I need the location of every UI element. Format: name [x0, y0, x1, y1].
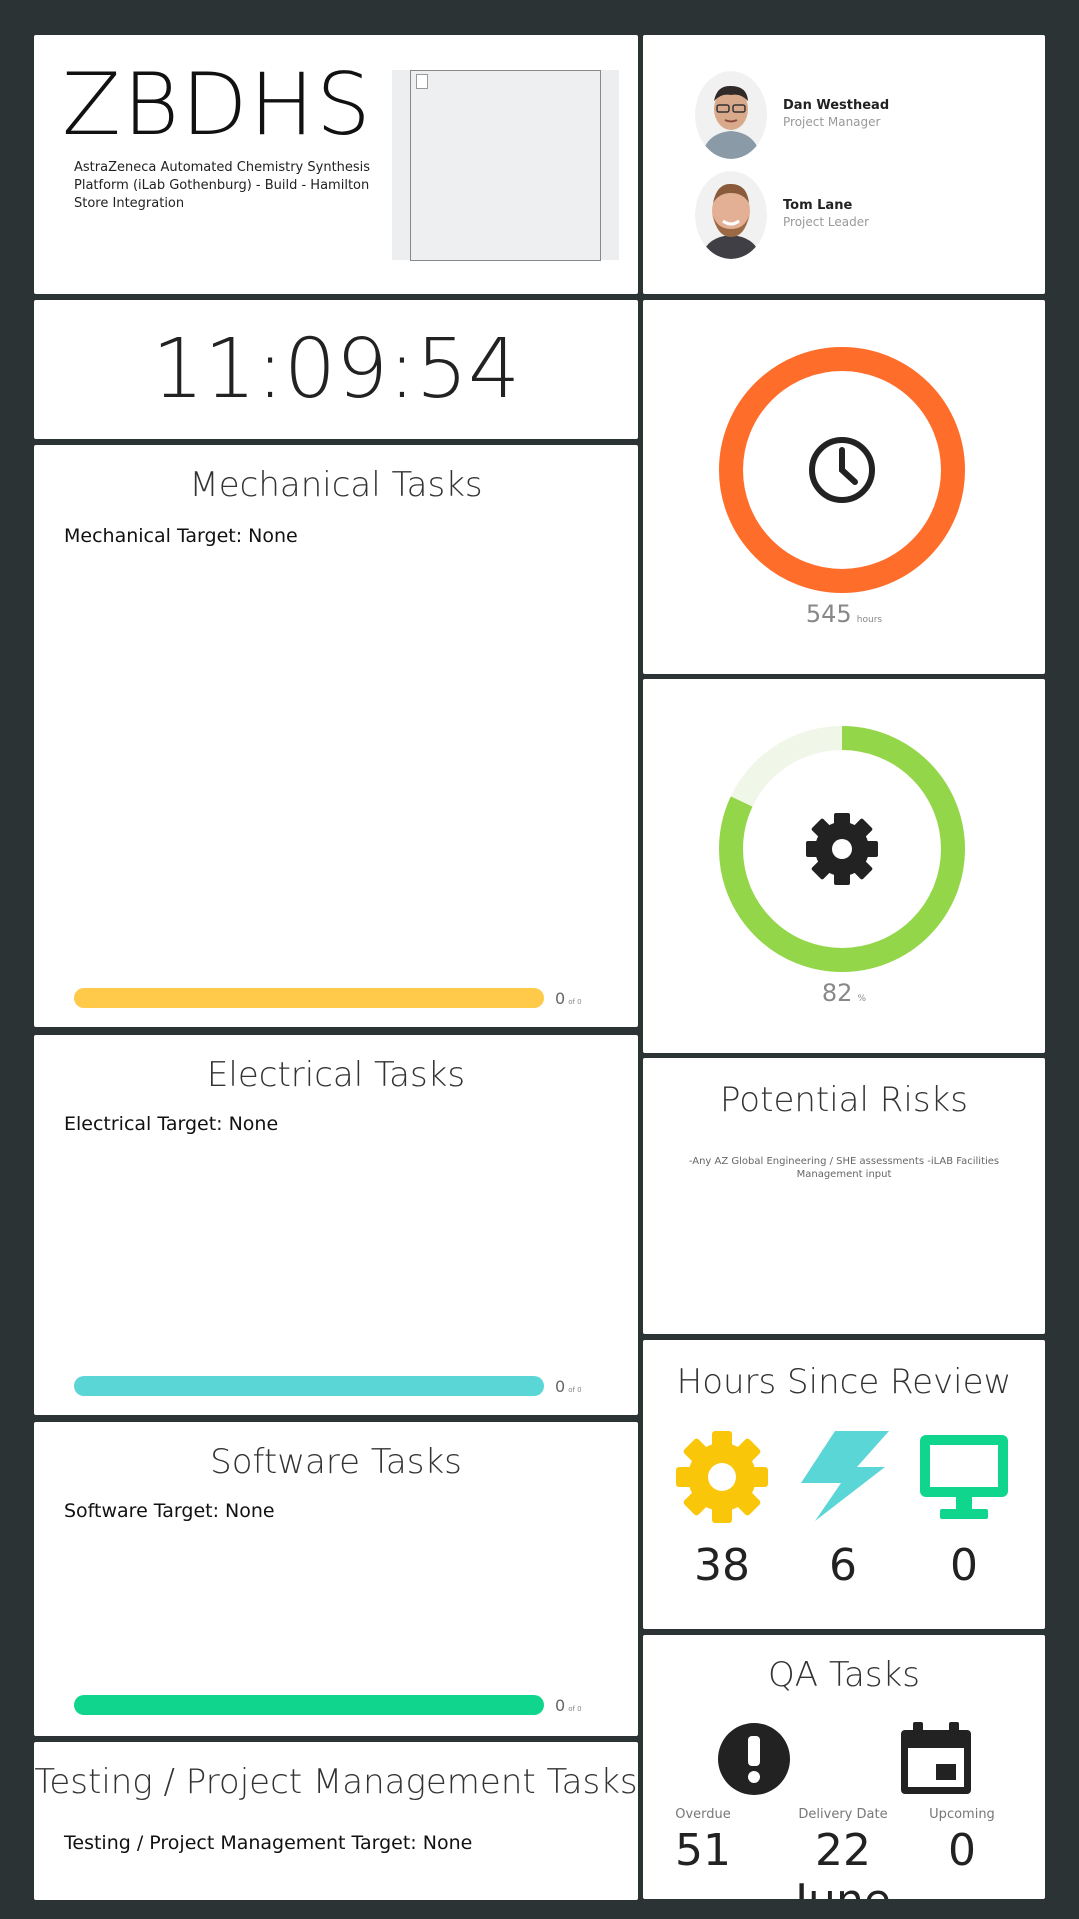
testing-title: Testing / Project Management Tasks	[34, 1762, 638, 1802]
testing-tasks-panel: Testing / Project Management Tasks Testi…	[34, 1742, 638, 1900]
qa-value-delivery-date: 22	[815, 1825, 871, 1876]
qa-value-upcoming: 0	[948, 1825, 976, 1876]
qa-label-upcoming: Upcoming	[929, 1807, 995, 1822]
mechanical-progress-bar	[74, 988, 544, 1008]
software-tasks-panel: Software Tasks Software Target: None 0 of…	[34, 1422, 638, 1736]
electrical-title: Electrical Tasks	[206, 1055, 466, 1095]
progress-value: 82	[821, 979, 853, 1007]
electrical-count-value: 0	[555, 1377, 566, 1396]
team-panel: Dan Westhead Project Manager Tom Lane Pr…	[643, 35, 1045, 294]
electrical-target: Electrical Target: None	[64, 1113, 279, 1135]
hsr-value-software: 0	[950, 1540, 978, 1591]
person-name-2: Tom Lane	[783, 198, 853, 213]
mechanical-count-of: of 0	[568, 998, 582, 1006]
hours-gauge-readout: 545 hours	[643, 600, 1045, 628]
risks-text: -Any AZ Global Engineering / SHE assessm…	[688, 1156, 1000, 1180]
hours-unit: hours	[856, 615, 883, 625]
hours-gauge-arc	[719, 347, 965, 593]
person-role-2: Project Leader	[783, 215, 870, 229]
software-title: Software Tasks	[210, 1442, 462, 1482]
gear-icon	[676, 1431, 768, 1523]
broken-image-frame	[410, 70, 601, 261]
mechanical-target: Mechanical Target: None	[64, 525, 298, 547]
mechanical-count: 0 of 0	[555, 989, 582, 1008]
progress-unit: %	[857, 994, 867, 1004]
hours-value: 545	[805, 600, 852, 628]
hours-gauge-panel: 545 hours	[643, 300, 1045, 674]
electrical-count-of: of 0	[568, 1386, 582, 1394]
software-count-value: 0	[555, 1696, 566, 1715]
electrical-progress-fill	[74, 1376, 544, 1396]
risks-panel: Potential Risks -Any AZ Global Engineeri…	[643, 1058, 1045, 1334]
clock-panel: 11:09:54	[34, 300, 638, 439]
hsr-value-electrical: 6	[829, 1540, 857, 1591]
electrical-tasks-panel: Electrical Tasks Electrical Target: None…	[34, 1035, 638, 1415]
risks-title: Potential Risks	[720, 1080, 968, 1120]
qa-label-overdue: Overdue	[675, 1807, 731, 1822]
avatar-tom-lane	[695, 171, 767, 259]
broken-image-icon	[416, 74, 428, 89]
hsr-value-mechanical: 38	[694, 1540, 750, 1591]
electrical-progress-bar	[74, 1376, 544, 1396]
testing-target: Testing / Project Management Target: Non…	[64, 1832, 473, 1854]
project-image-placeholder	[392, 70, 619, 261]
software-count: 0 of 0	[555, 1696, 582, 1715]
qa-label-delivery-date: Delivery Date	[798, 1807, 888, 1822]
electrical-count: 0 of 0	[555, 1377, 582, 1396]
progress-gauge-panel: 82 %	[643, 679, 1045, 1053]
monitor-icon	[920, 1435, 1008, 1519]
person-name-1: Dan Westhead	[783, 98, 890, 113]
software-target: Software Target: None	[64, 1500, 275, 1522]
calendar-icon	[901, 1722, 971, 1794]
software-progress-bar	[74, 1695, 544, 1715]
mechanical-progress-fill	[74, 988, 544, 1008]
qa-value-delivery-month: June	[783, 1875, 903, 1899]
hsr-title: Hours Since Review	[676, 1362, 1012, 1402]
avatar-dan-westhead	[695, 71, 767, 159]
progress-gauge-readout: 82 %	[643, 979, 1045, 1007]
hours-since-review-panel: Hours Since Review 38 6 0	[643, 1340, 1045, 1629]
mechanical-title: Mechanical Tasks	[189, 465, 483, 505]
project-header-panel: ZBDHS AstraZeneca Automated Chemistry Sy…	[34, 35, 638, 294]
qa-title: QA Tasks	[768, 1655, 920, 1695]
exclamation-icon	[718, 1723, 790, 1795]
qa-value-overdue: 51	[675, 1825, 731, 1876]
project-code: ZBDHS	[62, 55, 373, 155]
project-description: AstraZeneca Automated Chemistry Synthesi…	[74, 160, 371, 211]
lightning-icon	[801, 1431, 889, 1521]
software-progress-fill	[74, 1695, 544, 1715]
mechanical-count-value: 0	[555, 989, 566, 1008]
qa-tasks-panel: QA Tasks Overdue Delivery Date Upcoming …	[643, 1635, 1045, 1899]
progress-gauge	[719, 726, 965, 972]
hours-gauge	[719, 347, 965, 593]
mechanical-tasks-panel: Mechanical Tasks Mechanical Target: None…	[34, 445, 638, 1027]
gear-icon	[806, 813, 878, 885]
clock-icon	[809, 437, 875, 503]
software-count-of: of 0	[568, 1705, 582, 1713]
progress-gauge-arc	[719, 726, 965, 972]
clock-time: 11:09:54	[151, 322, 521, 417]
person-role-1: Project Manager	[783, 115, 881, 129]
